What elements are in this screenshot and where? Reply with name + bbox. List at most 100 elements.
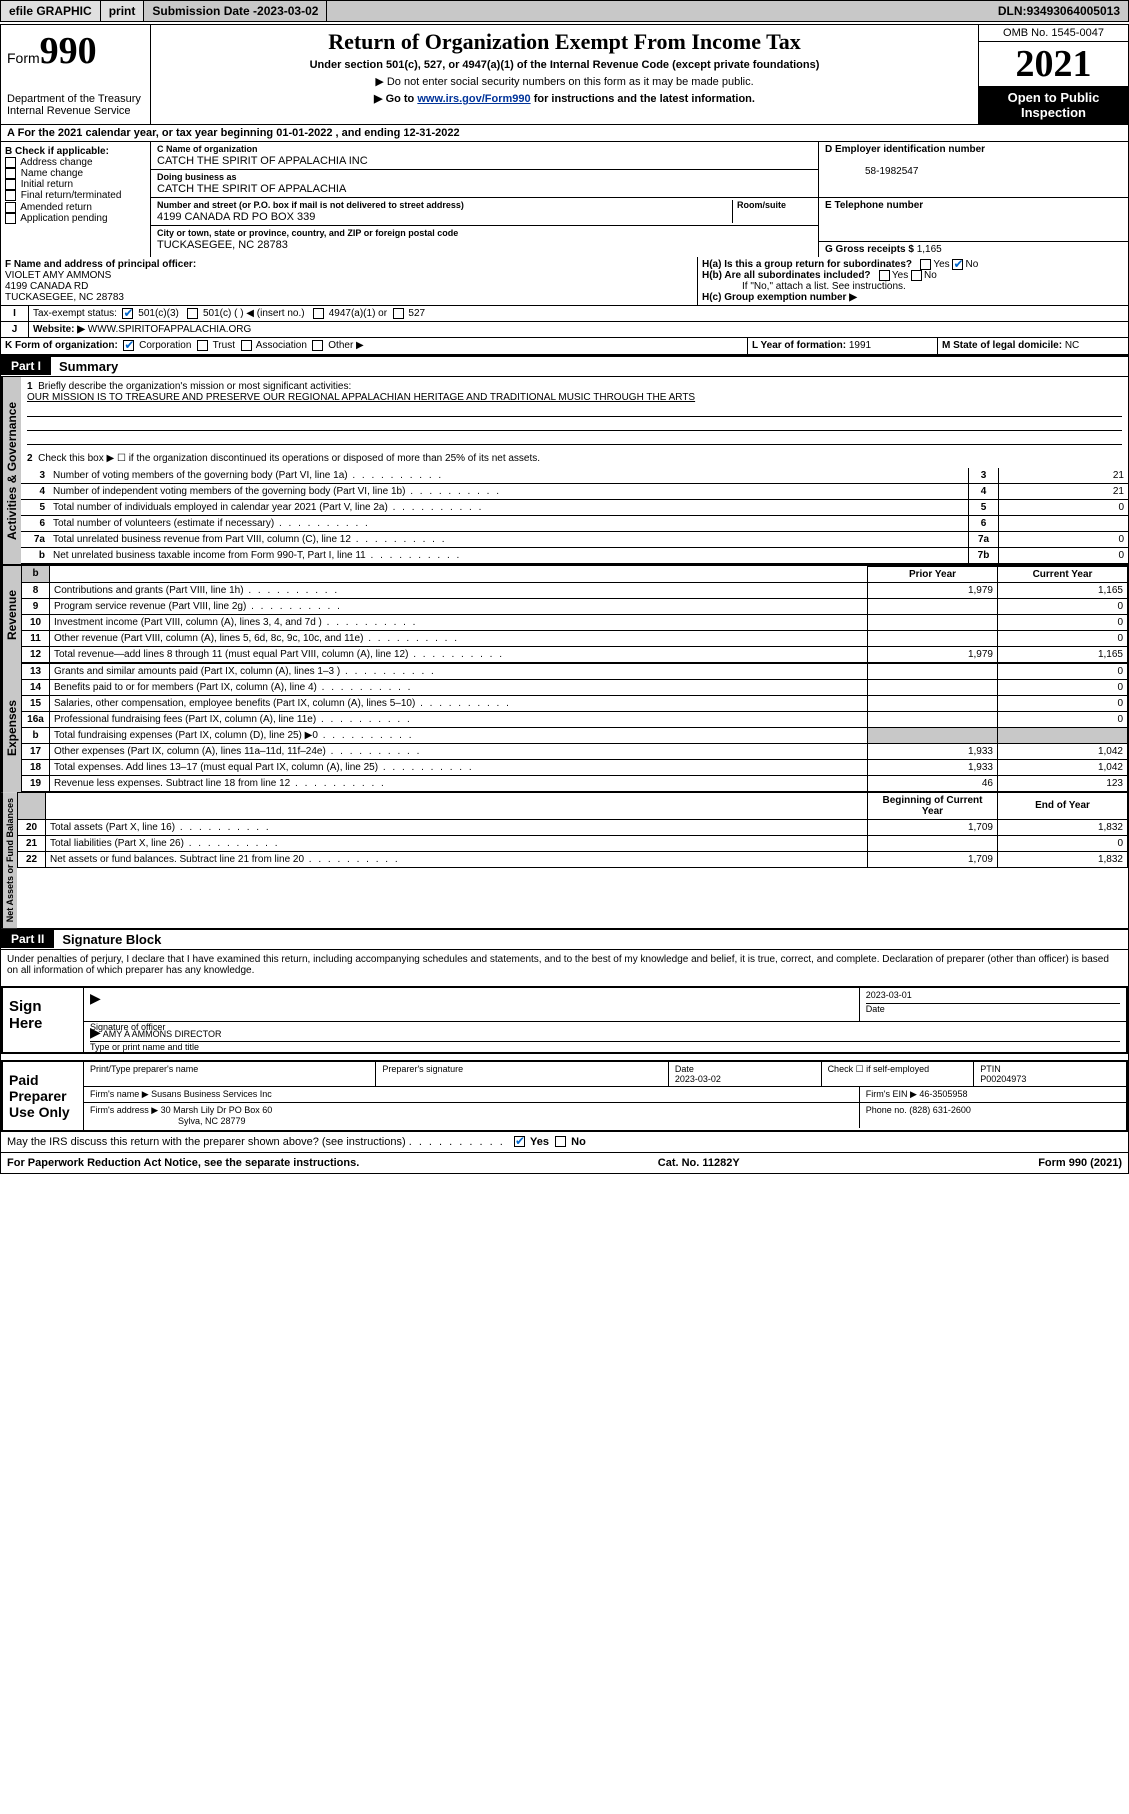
- governance-section: Activities & Governance 1 Briefly descri…: [1, 377, 1128, 564]
- sign-here-label: Sign Here: [3, 988, 83, 1052]
- section-a-period: A For the 2021 calendar year, or tax yea…: [1, 125, 1128, 142]
- goto-prefix: ▶ Go to: [374, 93, 417, 105]
- room-label: Room/suite: [737, 200, 786, 210]
- website-value: WWW.SPIRITOFAPPALACHIA.ORG: [88, 324, 252, 335]
- chk-discuss-no[interactable]: [555, 1136, 566, 1147]
- row-j: J Website: ▶ WWW.SPIRITOFAPPALACHIA.ORG: [1, 322, 1128, 338]
- line-2: 2 Check this box ▶ ☐ if the organization…: [21, 449, 1128, 468]
- prep-date: 2023-03-02: [675, 1074, 721, 1084]
- form-subtitle: Under section 501(c), 527, or 4947(a)(1)…: [157, 59, 972, 71]
- vlabel-governance: Activities & Governance: [1, 377, 21, 564]
- form-org-label: K Form of organization:: [5, 341, 118, 352]
- prep-name-label: Print/Type preparer's name: [90, 1064, 198, 1074]
- discuss-yes: Yes: [530, 1136, 549, 1148]
- expenses-table: 13 Grants and similar amounts paid (Part…: [21, 663, 1128, 792]
- chk-501c[interactable]: [187, 308, 198, 319]
- gross-receipts-label: G Gross receipts $: [825, 244, 917, 255]
- table-row: 14 Benefits paid to or for members (Part…: [22, 679, 1128, 695]
- org-name-label: C Name of organization: [157, 144, 258, 154]
- chk-final-return[interactable]: [5, 190, 16, 201]
- firm-phone-label: Phone no.: [866, 1105, 910, 1115]
- mission-blank-2: [27, 417, 1122, 431]
- chk-corp[interactable]: [123, 340, 134, 351]
- table-row: 13 Grants and similar amounts paid (Part…: [22, 663, 1128, 679]
- chk-501c3[interactable]: [122, 308, 133, 319]
- table-row: 20 Total assets (Part X, line 16) 1,709 …: [18, 819, 1128, 835]
- opt-assoc: Association: [256, 341, 307, 352]
- chk-address-change[interactable]: [5, 157, 16, 168]
- chk-527[interactable]: [393, 308, 404, 319]
- chk-name-change[interactable]: [5, 168, 16, 179]
- firm-addr1: 30 Marsh Lily Dr PO Box 60: [161, 1105, 273, 1115]
- domicile-label: M State of legal domicile:: [942, 340, 1065, 351]
- chk-hb-no[interactable]: [911, 270, 922, 281]
- print-button[interactable]: print: [101, 1, 145, 21]
- q1-text: Briefly describe the organization's miss…: [38, 381, 351, 392]
- part2-header: Part II Signature Block: [1, 928, 1128, 950]
- row-fh: F Name and address of principal officer:…: [1, 257, 1128, 306]
- prep-date-label: Date: [675, 1064, 694, 1074]
- efile-button[interactable]: efile GRAPHIC: [1, 1, 101, 21]
- table-row: 10 Investment income (Part VIII, column …: [22, 614, 1128, 630]
- top-bar: efile GRAPHIC print Submission Date - 20…: [0, 0, 1129, 22]
- firm-name-label: Firm's name ▶: [90, 1089, 149, 1099]
- officer-label: F Name and address of principal officer:: [5, 259, 196, 270]
- arrow-icon: ▶: [90, 990, 101, 1006]
- org-name: CATCH THE SPIRIT OF APPALACHIA INC: [157, 155, 368, 167]
- chk-discuss-yes[interactable]: [514, 1136, 525, 1147]
- chk-other[interactable]: [312, 340, 323, 351]
- gov-line: bNet unrelated business taxable income f…: [21, 548, 1128, 564]
- header-mid: Return of Organization Exempt From Incom…: [151, 25, 978, 124]
- ein-value: 58-1982547: [825, 166, 918, 177]
- table-row: 8 Contributions and grants (Part VIII, l…: [22, 582, 1128, 598]
- opt-4947: 4947(a)(1) or: [329, 308, 387, 319]
- h-b-note: If "No," attach a list. See instructions…: [702, 281, 1124, 292]
- form-990: Form990 Department of the Treasury Inter…: [0, 24, 1129, 1174]
- eoy-hdr: End of Year: [998, 792, 1128, 819]
- table-row: 11 Other revenue (Part VIII, column (A),…: [22, 630, 1128, 646]
- chk-hb-yes[interactable]: [879, 270, 890, 281]
- mission-text: OUR MISSION IS TO TREASURE AND PRESERVE …: [27, 392, 695, 403]
- chk-initial-return[interactable]: [5, 179, 16, 190]
- gov-line: 5Total number of individuals employed in…: [21, 500, 1128, 516]
- form-number: 990: [40, 30, 97, 72]
- dept-treasury: Department of the Treasury: [7, 93, 144, 105]
- table-row: 16a Professional fundraising fees (Part …: [22, 711, 1128, 727]
- omb-number: OMB No. 1545-0047: [979, 25, 1128, 42]
- street-value: 4199 CANADA RD PO BOX 339: [157, 211, 315, 223]
- firm-name: Susans Business Services Inc: [151, 1089, 272, 1099]
- firm-ein: 46-3505958: [919, 1089, 967, 1099]
- chk-ha-yes[interactable]: [920, 259, 931, 270]
- chk-trust[interactable]: [197, 340, 208, 351]
- revenue-table: b Prior Year Current Year 8 Contribution…: [21, 566, 1128, 663]
- chk-app-pending[interactable]: [5, 213, 16, 224]
- chk-4947[interactable]: [313, 308, 324, 319]
- discuss-row: May the IRS discuss this return with the…: [1, 1132, 1128, 1152]
- gov-lines: 3Number of voting members of the governi…: [21, 468, 1128, 564]
- domicile: NC: [1065, 340, 1079, 351]
- table-row: 21 Total liabilities (Part X, line 26) 0: [18, 835, 1128, 851]
- sign-date-label: Date: [866, 1004, 885, 1014]
- opt-other: Other ▶: [328, 341, 363, 352]
- form-title: Return of Organization Exempt From Incom…: [157, 29, 972, 55]
- chk-assoc[interactable]: [241, 340, 252, 351]
- table-row: 18 Total expenses. Add lines 13–17 (must…: [22, 759, 1128, 775]
- box-h: H(a) Is this a group return for subordin…: [698, 257, 1128, 305]
- arrow-icon: ▶: [90, 1024, 101, 1040]
- year-formation: 1991: [849, 340, 871, 351]
- table-row: 9 Program service revenue (Part VIII, li…: [22, 598, 1128, 614]
- chk-ha-no[interactable]: [952, 259, 963, 270]
- vlabel-netassets: Net Assets or Fund Balances: [1, 792, 17, 928]
- mission-blank-1: [27, 403, 1122, 417]
- ha-yes: Yes: [933, 259, 949, 270]
- col-header-row: b Prior Year Current Year: [22, 566, 1128, 582]
- phone-label: E Telephone number: [825, 200, 923, 211]
- gov-line: 6Total number of volunteers (estimate if…: [21, 516, 1128, 532]
- chk-amended[interactable]: [5, 202, 16, 213]
- city-label: City or town, state or province, country…: [157, 228, 458, 238]
- hb-yes: Yes: [892, 270, 908, 281]
- part2-badge: Part II: [1, 930, 54, 948]
- irs-link[interactable]: www.irs.gov/Form990: [417, 93, 530, 105]
- website-label: Website: ▶: [33, 324, 85, 335]
- vlabel-expenses: Expenses: [1, 663, 21, 792]
